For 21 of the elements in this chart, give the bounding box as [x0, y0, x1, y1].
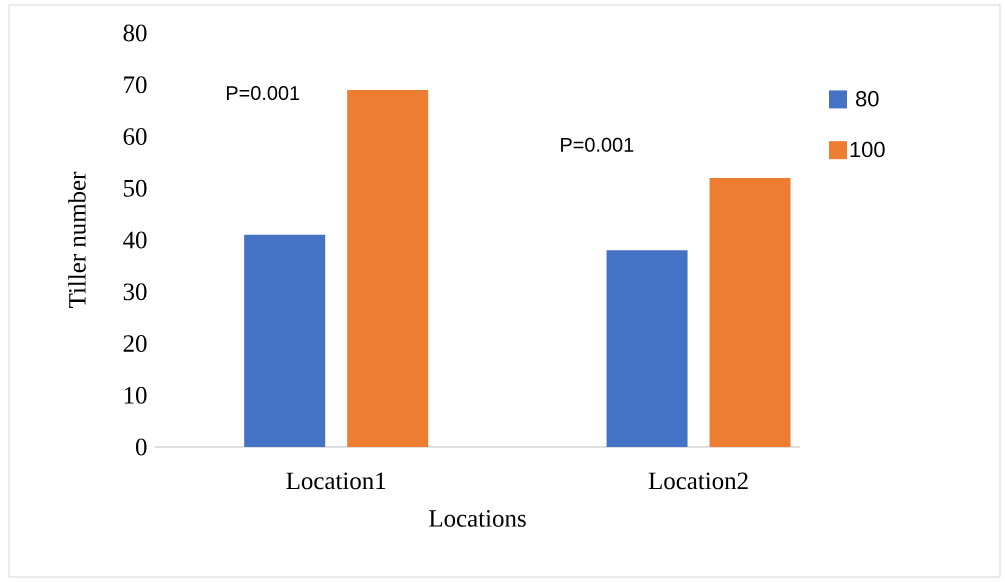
y-tick-label: 0	[135, 438, 147, 456]
annotation: P=0.001	[561, 137, 634, 152]
x-tick-label: Location2	[648, 472, 748, 490]
legend-label: 100	[850, 141, 885, 158]
y-axis-title: Tiller number	[68, 171, 86, 308]
y-tick-label: 60	[123, 128, 147, 145]
y-tick-label: 70	[124, 76, 147, 94]
x-tick-label: Location1	[286, 472, 386, 490]
bar	[709, 177, 791, 447]
bar	[244, 234, 326, 447]
annotation: P=0.001	[226, 85, 300, 101]
y-tick-label: 50	[124, 179, 147, 197]
bar	[606, 250, 688, 447]
y-tick-label: 10	[124, 386, 147, 404]
x-axis-title: Locations	[429, 510, 526, 527]
bar	[347, 89, 429, 447]
y-tick-label: 80	[123, 24, 147, 42]
legend-label: 80	[856, 90, 879, 107]
y-tick-label: 40	[123, 231, 147, 249]
y-tick-label: 30	[123, 283, 147, 301]
y-tick-label: 20	[123, 335, 147, 352]
